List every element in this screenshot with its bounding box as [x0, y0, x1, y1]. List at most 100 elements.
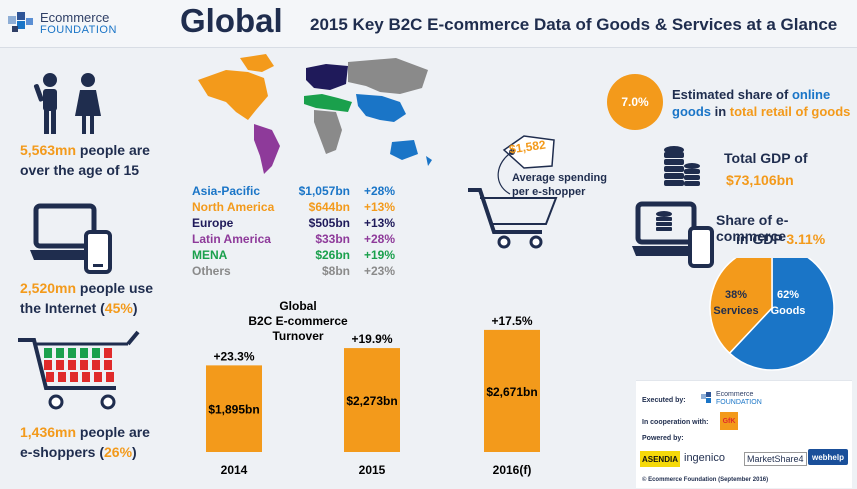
webhelp-logo: webhelp	[808, 449, 848, 465]
ecommerce-gdp-text: in GDP	[736, 231, 787, 247]
people-text1: people are	[76, 142, 150, 158]
spending-label-line1: Average spending	[512, 172, 607, 184]
region-growth: +13%	[364, 200, 396, 214]
region-growth: +19%	[364, 248, 396, 262]
region-value: $33bn	[315, 232, 350, 246]
region-name: North America	[192, 200, 275, 214]
region-growth: +13%	[364, 216, 396, 230]
internet-text2b: )	[132, 300, 138, 316]
page-subtitle: 2015 Key B2C E-commerce Data of Goods & …	[310, 15, 838, 34]
shoppers-text1: people are	[76, 424, 150, 440]
region-value: $1,057bn	[298, 184, 350, 198]
turnover-bar	[484, 329, 540, 452]
internet-text1: people use	[76, 280, 154, 296]
bars-group: +23.3% $1,895bn 2014 +19.9% $2,273bn 2015 +17.…	[206, 314, 540, 477]
shopping-cart-people-icon	[16, 330, 146, 417]
region-growth: +28%	[364, 232, 396, 246]
powered-by-label: Powered by:	[642, 435, 684, 442]
people-value: 5,563mn	[20, 142, 77, 158]
coins-icon	[662, 144, 702, 195]
spending-label: Average spending per e-shopper	[512, 171, 607, 199]
chart-title-line3: Turnover	[272, 329, 323, 343]
bar-value-label: $2,273bn	[346, 394, 397, 408]
small-logo-text: Ecommerce FOUNDATION	[716, 391, 762, 407]
small-logo-line1: Ecommerce	[716, 391, 754, 398]
partners-box: Executed by: Ecommerce FOUNDATION In coo…	[636, 380, 852, 488]
pie-goods-pct: 62%	[777, 289, 799, 301]
ecommerce-foundation-logo-icon	[6, 10, 36, 43]
ecommerce-gdp-pct: 3.11%	[786, 231, 826, 247]
people-stat: 5,563mn people are over the age of 15	[20, 140, 150, 180]
pie-goods-label: Goods	[771, 305, 806, 317]
region-growth: +28%	[364, 184, 396, 198]
region-value: $8bn	[321, 264, 350, 278]
shoppers-text2a: e-shoppers (	[20, 444, 105, 460]
region-value: $644bn	[308, 200, 350, 214]
internet-text2a: the Internet (	[20, 300, 105, 316]
copyright-text: © Ecommerce Foundation (September 2016)	[642, 477, 769, 483]
share-text-total: total retail of goods	[729, 104, 851, 119]
people-icon	[30, 72, 110, 141]
share-text-b: in	[711, 104, 730, 119]
bar-category-label: 2016(f)	[493, 463, 532, 477]
bar-value-label: $1,895bn	[208, 403, 259, 417]
chart-title-line1: Global	[279, 299, 316, 313]
people-text2: over the age of 15	[20, 162, 140, 178]
bar-category-label: 2014	[221, 463, 248, 477]
bar-value-label: $2,671bn	[486, 385, 537, 399]
region-growth: +23%	[364, 264, 396, 278]
header-bar	[0, 0, 857, 48]
shoppers-value: 1,436mn	[20, 424, 77, 440]
ecommerce-foundation-small-logo-icon	[700, 391, 714, 410]
gdp-label: Total GDP of	[724, 150, 808, 166]
gfk-logo: GfK	[720, 412, 738, 430]
spending-label-line2: per e-shopper	[512, 186, 586, 198]
turnover-bar-chart: Global B2C E-commerce Turnover +23.3% $1,…	[206, 299, 540, 477]
logo-text-line2: FOUNDATION	[40, 24, 117, 36]
region-name: MENA	[192, 248, 228, 262]
shoppers-pct: 26%	[104, 444, 133, 460]
internet-stat: 2,520mn people use the Internet (45%)	[20, 278, 153, 318]
region-value: $26bn	[315, 248, 350, 262]
bar-growth-label: +17.5%	[491, 314, 532, 328]
price-tag-cart-icon	[466, 132, 616, 261]
region-name: Asia-Pacific	[192, 184, 261, 198]
internet-pct: 45%	[104, 300, 133, 316]
share-text-online: online	[791, 87, 831, 102]
pie-slice	[709, 258, 773, 355]
world-map-icon	[196, 50, 436, 183]
pie-services-label: Services	[713, 305, 758, 317]
pie-services-pct: 38%	[725, 289, 747, 301]
shoppers-text2b: )	[132, 444, 137, 460]
bar-growth-label: +23.3%	[213, 349, 254, 363]
ecommerce-gdp-line2: in GDP 3.11%	[736, 231, 825, 247]
bar-category-label: 2015	[359, 463, 386, 477]
bar-growth-label: +19.9%	[351, 332, 392, 346]
cooperation-label: In cooperation with:	[642, 419, 709, 426]
laptop-phone-icon	[30, 200, 120, 281]
page-title: Global	[180, 2, 283, 39]
shoppers-stat: 1,436mn people are e-shoppers (26%)	[20, 422, 150, 462]
marketshare-logo: MarketShare4	[744, 452, 807, 466]
share-online-badge: 7.0%	[607, 74, 663, 130]
share-text-a: Estimated share of	[672, 87, 792, 102]
region-name: Europe	[192, 216, 234, 230]
region-name: Others	[192, 264, 231, 278]
share-online-text: Estimated share of online goods in total…	[672, 86, 850, 120]
ingenico-logo: ingenico	[684, 452, 725, 464]
turnover-bar	[344, 348, 400, 452]
laptop-coins-icon	[632, 200, 716, 273]
gdp-value: $73,106bn	[726, 172, 794, 188]
goods-services-pie: 38% Services 62% Goods	[709, 258, 835, 371]
asendia-logo: ASENDIA	[640, 451, 680, 467]
turnover-bar	[206, 365, 262, 452]
executed-by-label: Executed by:	[642, 397, 686, 404]
small-logo-line2: FOUNDATION	[716, 399, 762, 406]
ecommerce-gdp-label: Share of e-commerce	[716, 212, 789, 244]
region-value: $505bn	[308, 216, 350, 230]
chart-title-line2: B2C E-commerce	[248, 314, 348, 328]
internet-value: 2,520mn	[20, 280, 77, 296]
region-name: Latin America	[192, 232, 271, 246]
logo-text-line1: Ecommerce	[40, 10, 110, 25]
pie-slice	[728, 258, 835, 371]
